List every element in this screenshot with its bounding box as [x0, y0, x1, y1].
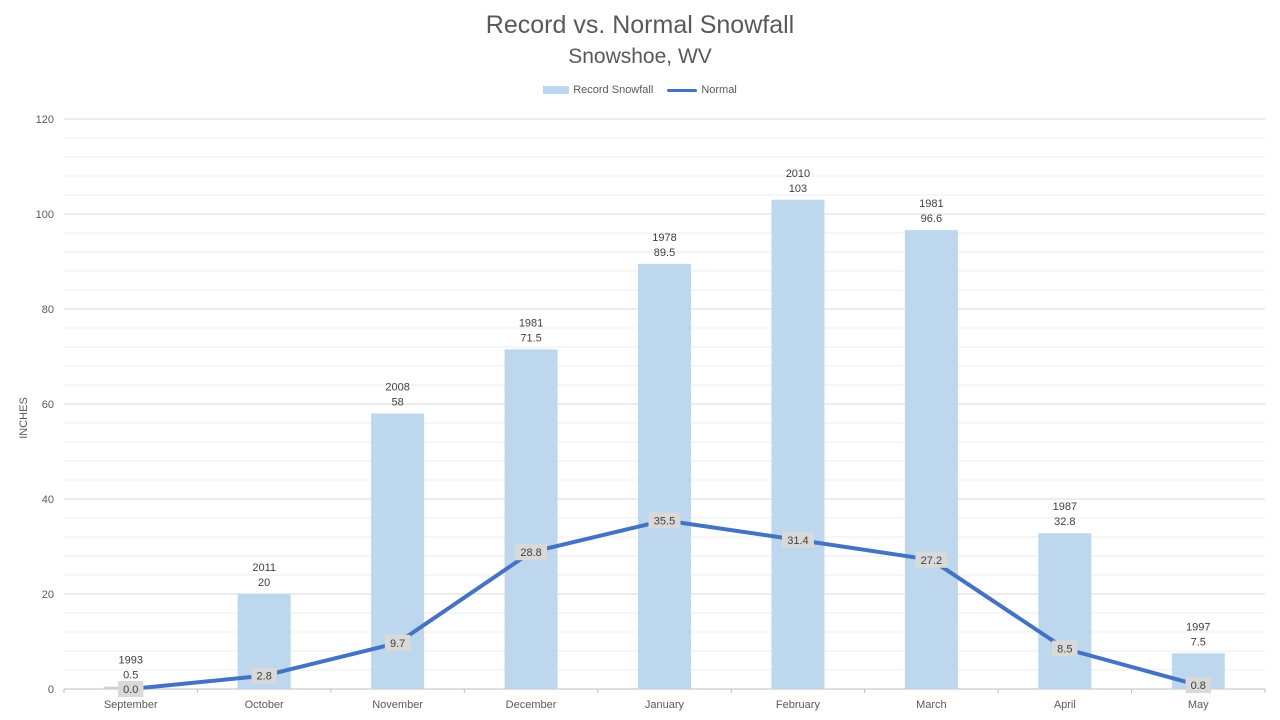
line-label-value: 28.8 [520, 547, 541, 559]
x-tick-label: September [104, 699, 158, 711]
line-label-box [648, 512, 681, 529]
line-label-value: 0.8 [1191, 680, 1206, 692]
line-label-box [515, 544, 548, 561]
bar-label-value: 96.6 [921, 213, 942, 225]
line-label-value: 8.5 [1057, 644, 1072, 656]
chart-title: Record vs. Normal Snowfall [485, 11, 795, 39]
line-label-value: 9.7 [390, 638, 405, 650]
legend: Record Snowfall Normal [0, 84, 1280, 96]
line-label-value: 27.2 [921, 555, 942, 567]
bar-label-year: 1993 [118, 655, 142, 667]
y-tick-label: 0 [48, 684, 54, 696]
chart-subtitle: Snowshoe, WV [568, 45, 712, 68]
bar-label-year: 2011 [252, 562, 276, 574]
y-tick-label: 80 [42, 304, 54, 316]
bar-label-year: 1997 [1186, 621, 1210, 633]
bar-label-value: 103 [789, 183, 807, 195]
line-label-box [251, 667, 277, 684]
y-tick-label: 60 [42, 399, 54, 411]
x-tick-label: April [1054, 699, 1076, 711]
bar-label-year: 1978 [652, 232, 676, 244]
bar-label-year: 1987 [1053, 501, 1077, 513]
y-axis-title: INCHES [18, 397, 30, 439]
line-label-box [117, 681, 144, 697]
line-label-box [1052, 640, 1078, 657]
x-tick-label: February [776, 699, 821, 711]
bar-label-value: 0.5 [123, 670, 138, 682]
line-label-value: 2.8 [257, 671, 272, 683]
y-tick-label: 120 [36, 114, 54, 126]
line-label-box [915, 551, 948, 568]
title-block: Record vs. Normal Snowfall Snowshoe, WV [0, 8, 1280, 72]
bar-label-value: 20 [258, 577, 270, 589]
bar-label-year: 1981 [919, 198, 943, 210]
bar-record-snowfall [904, 230, 958, 689]
y-tick-label: 20 [42, 589, 54, 601]
x-tick-label: January [645, 699, 685, 711]
bar-record-snowfall [638, 263, 691, 689]
x-tick-label: October [245, 699, 284, 711]
legend-swatch-record-snowfall [543, 86, 570, 94]
bar-label-value: 58 [391, 397, 403, 409]
bar-label-value: 7.5 [1191, 636, 1206, 648]
bar-label-year: 1981 [519, 317, 543, 329]
line-label-value: 31.4 [787, 535, 808, 547]
legend-item-record-snowfall: Record Snowfall [543, 84, 653, 96]
x-tick-label: November [372, 699, 423, 711]
line-label-value: 0.0 [123, 684, 138, 696]
bar-label-value: 32.8 [1054, 516, 1075, 528]
line-label-box [384, 634, 411, 651]
bar-record-snowfall [504, 349, 558, 689]
bar-label-value: 89.5 [654, 247, 675, 259]
legend-label-record-snowfall: Record Snowfall [573, 84, 654, 96]
line-label-box [781, 531, 814, 548]
bar-record-snowfall [771, 199, 825, 689]
line-label-value: 35.5 [654, 515, 675, 527]
x-tick-label: May [1188, 699, 1209, 711]
bar-label-value: 71.5 [520, 332, 541, 344]
y-tick-label: 40 [42, 494, 54, 506]
y-tick-label: 100 [36, 209, 54, 221]
line-label-box [1185, 677, 1212, 694]
legend-item-normal: Normal [667, 84, 737, 96]
x-tick-label: December [506, 699, 557, 711]
bar-label-year: 2010 [786, 168, 810, 180]
x-tick-label: March [916, 699, 947, 711]
legend-label-normal: Normal [701, 84, 737, 96]
bar-record-snowfall [1038, 533, 1092, 689]
legend-swatch-normal [667, 88, 698, 92]
bar-label-year: 2008 [385, 382, 409, 394]
